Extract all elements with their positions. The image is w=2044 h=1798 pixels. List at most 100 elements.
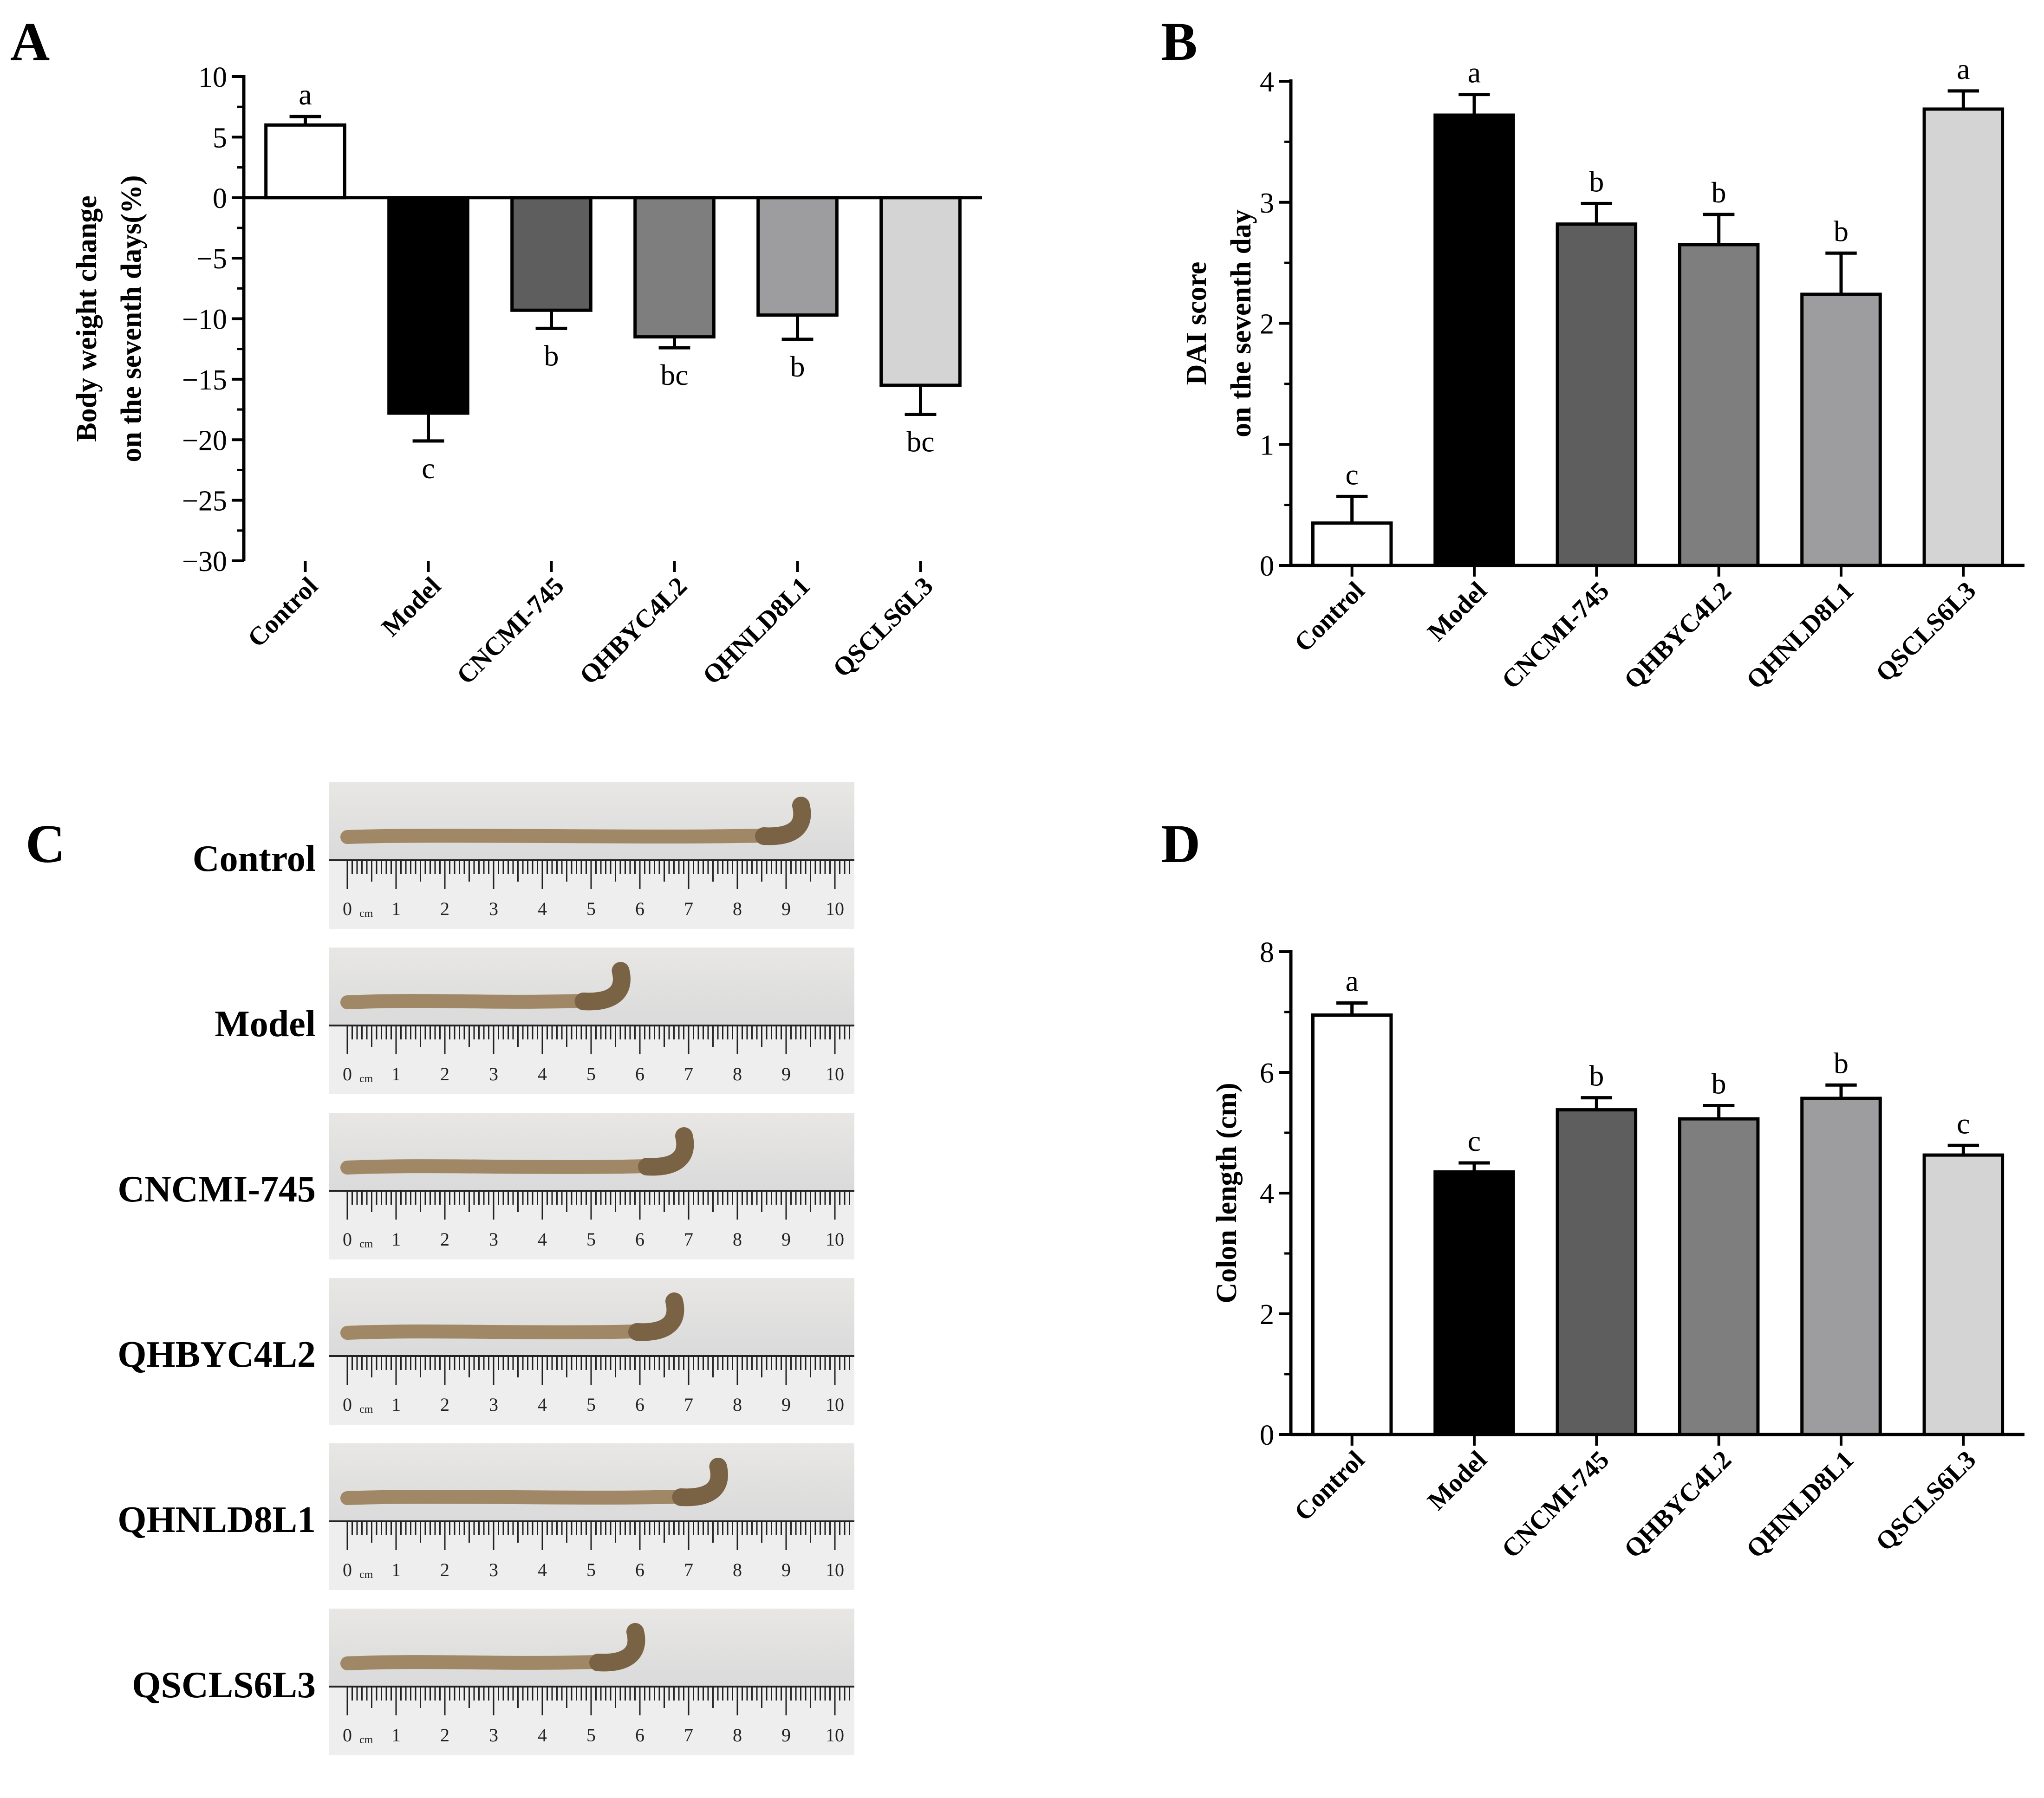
significance-letter: b — [1834, 1046, 1849, 1079]
bar — [1556, 1108, 1638, 1436]
significance-letter: b — [1589, 1059, 1604, 1092]
ruler-unit: cm — [359, 1734, 373, 1746]
ruler-number: 4 — [538, 898, 547, 919]
colon-photo: 0 1 2 3 4 5 6 7 8 9 10 cm — [329, 1278, 854, 1425]
colon-specimen — [340, 1489, 702, 1505]
ruler-number: 1 — [391, 1559, 401, 1580]
x-tick-label: QHNLD8L1 — [1741, 576, 1859, 695]
ruler-unit: cm — [359, 908, 373, 920]
ruler-number: 10 — [826, 1064, 844, 1084]
x-tick-label: QHBYC4L2 — [1619, 576, 1737, 695]
ruler-number: 5 — [586, 1725, 596, 1746]
ruler-number: 6 — [635, 1559, 644, 1580]
x-tick-label: QSCLS6L3 — [1870, 1445, 1982, 1557]
chart-d-colon-length: 0 2 4 6 8 a Control c Model b CNCMI-745 b QHBYC4L2 b Q… — [1211, 937, 2024, 1564]
y-tick-label: 0 — [1260, 551, 1274, 582]
ruler-number: 7 — [684, 1229, 693, 1250]
y-tick-label: −5 — [196, 243, 227, 275]
y-axis-title-line1: DAI score — [1181, 262, 1212, 385]
bar — [1433, 113, 1515, 567]
significance-letter: a — [1345, 965, 1358, 998]
cecum — [755, 797, 811, 845]
bar — [1922, 1153, 2005, 1436]
bar — [1311, 521, 1393, 567]
y-tick-label: −25 — [182, 486, 227, 517]
y-tick-label: 1 — [1260, 429, 1274, 461]
colon-specimen — [340, 828, 785, 844]
x-tick-label: QHBYC4L2 — [574, 571, 693, 690]
y-tick-label: 0 — [213, 183, 227, 214]
photo-row-label: Control — [192, 838, 316, 879]
ruler-number: 6 — [635, 1229, 644, 1250]
colon-specimen — [340, 993, 605, 1009]
y-tick-label: 3 — [1260, 188, 1274, 219]
ruler-number: 5 — [586, 1394, 596, 1415]
ruler-number: 2 — [440, 898, 449, 919]
y-axis-title-line2: on the seventh days(%) — [116, 175, 147, 462]
ruler-number: 7 — [684, 898, 693, 919]
y-axis-title: Body weight change on the seventh days(%) — [71, 175, 147, 462]
ruler-number: 3 — [489, 1064, 498, 1084]
colon-specimen — [340, 1324, 658, 1340]
significance-letter: a — [299, 78, 312, 111]
panel-letter-c: C — [26, 813, 65, 874]
bar — [633, 196, 716, 339]
ruler-number: 9 — [781, 1394, 791, 1415]
ruler-number: 4 — [538, 1064, 547, 1084]
ruler-number: 1 — [391, 1229, 401, 1250]
ruler-number: 8 — [733, 1394, 742, 1415]
photo-drawing: 0 1 2 3 4 5 6 7 8 9 10 cm — [329, 1127, 854, 1259]
y-tick-label: 4 — [1260, 66, 1274, 98]
bar — [387, 196, 469, 415]
x-tick-label: QHNLD8L1 — [697, 571, 816, 690]
ruler-number: 6 — [635, 898, 644, 919]
photo-row-label: QSCLS6L3 — [132, 1665, 316, 1706]
bar — [1678, 1117, 1760, 1436]
significance-letter: bc — [906, 425, 934, 458]
ruler-number: 10 — [826, 1559, 844, 1580]
bar — [879, 196, 962, 387]
x-tick-label: QSCLS6L3 — [827, 571, 939, 683]
ruler-number: 0 — [343, 1559, 352, 1580]
ruler-number: 3 — [489, 1229, 498, 1250]
ruler-number: 1 — [391, 1064, 401, 1084]
ruler-number: 9 — [781, 1064, 791, 1084]
ruler-unit: cm — [359, 1403, 373, 1415]
significance-letter: a — [1957, 52, 1970, 85]
bar — [1678, 243, 1760, 567]
ruler-number: 1 — [391, 1394, 401, 1415]
y-axis-title-line2: on the seventh day — [1225, 209, 1257, 437]
x-tick-label: QSCLS6L3 — [1870, 576, 1982, 688]
colon-photo: 0 1 2 3 4 5 6 7 8 9 10 cm — [329, 782, 854, 929]
ruler-number: 8 — [733, 1229, 742, 1250]
panel-letter-a: A — [10, 11, 50, 72]
colon-specimen — [340, 1655, 619, 1670]
ruler-unit: cm — [359, 1569, 373, 1581]
cecum — [672, 1458, 728, 1506]
ruler-number: 8 — [733, 1725, 742, 1746]
ruler-number: 4 — [538, 1725, 547, 1746]
ruler-number: 0 — [343, 1725, 352, 1746]
ruler-number: 4 — [538, 1559, 547, 1580]
bar — [1311, 1013, 1393, 1436]
significance-letter: b — [1834, 214, 1849, 247]
ruler-number: 5 — [586, 1559, 596, 1580]
ruler-number: 6 — [635, 1394, 644, 1415]
bar — [756, 196, 839, 317]
y-axis-title-line1: Colon length (cm) — [1211, 1083, 1243, 1303]
ruler-number: 0 — [343, 1229, 352, 1250]
y-tick-label: −10 — [182, 304, 227, 336]
x-tick-label: Control — [242, 571, 324, 653]
ruler-unit: cm — [359, 1238, 373, 1250]
x-tick-label: Model — [1422, 576, 1493, 647]
ruler-number: 2 — [440, 1064, 449, 1084]
x-tick-label: CNCMI-745 — [451, 571, 570, 690]
ruler-number: 0 — [343, 1064, 352, 1084]
panel-a: A −30 −25 −20 −15 −10 −5 0 5 10 a Control c Model b CN… — [0, 0, 1022, 789]
ruler-number: 6 — [635, 1064, 644, 1084]
panel-letter-d: D — [1161, 813, 1201, 874]
cecum — [638, 1127, 694, 1176]
ruler-number: 6 — [635, 1725, 644, 1746]
ruler-number: 4 — [538, 1394, 547, 1415]
ruler-number: 3 — [489, 898, 498, 919]
